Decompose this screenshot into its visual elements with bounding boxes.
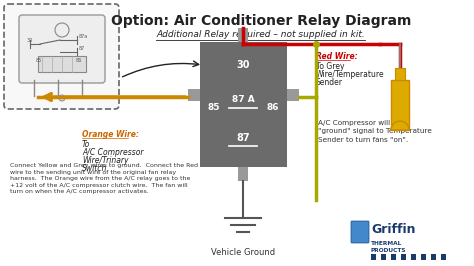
Text: 85: 85 [208,102,220,111]
Text: Griffin: Griffin [371,223,416,236]
Bar [436,254,441,260]
Text: 87: 87 [79,46,85,51]
Text: PRODUCTS: PRODUCTS [371,248,407,253]
Text: 87a: 87a [79,34,88,39]
Text: A/C Compressor: A/C Compressor [82,148,144,157]
Text: 30: 30 [27,38,33,43]
Bar [386,254,391,260]
Bar [416,254,421,260]
Text: Switch: Switch [82,164,108,173]
Bar [406,254,411,260]
Circle shape [55,23,69,37]
Bar [401,254,406,260]
Bar [200,42,287,167]
Text: Orange Wire:: Orange Wire: [82,130,139,139]
Text: Option: Air Conditioner Relay Diagram: Option: Air Conditioner Relay Diagram [110,14,411,28]
Wedge shape [391,121,409,130]
Bar [441,254,446,260]
Text: Additional Relay required – not supplied in kit.: Additional Relay required – not supplied… [156,30,365,39]
Text: A/C Compressor will send
"ground" signal to Temperature
Sender to turn fans "on": A/C Compressor will send "ground" signal… [318,120,432,143]
Text: Sender: Sender [316,78,343,87]
Text: 85: 85 [36,58,42,63]
Bar [391,80,409,130]
Bar [411,254,416,260]
Text: To Grey: To Grey [316,62,345,71]
Bar [391,254,396,260]
Bar [421,254,426,260]
Bar [371,254,376,260]
Bar [431,254,436,260]
Text: 86: 86 [76,58,82,63]
Bar [238,28,248,42]
Circle shape [59,95,65,101]
Bar [396,254,401,260]
Bar [287,89,299,101]
Text: To: To [82,140,90,149]
Bar [238,167,248,181]
Bar [446,254,451,260]
FancyBboxPatch shape [4,4,119,109]
Bar [38,56,86,72]
Text: 87: 87 [237,133,250,143]
Text: 86: 86 [267,102,279,111]
Text: 30: 30 [237,60,250,69]
Text: THERMAL: THERMAL [371,241,402,246]
Text: Vehicle Ground: Vehicle Ground [211,248,275,257]
FancyBboxPatch shape [351,221,369,243]
Text: Wire/Temperature: Wire/Temperature [316,70,384,79]
Bar [376,254,381,260]
Text: Wire/Trinary: Wire/Trinary [82,156,128,165]
Bar [395,68,405,80]
FancyBboxPatch shape [19,15,105,83]
Bar [381,254,386,260]
Text: Red Wire:: Red Wire: [316,52,357,61]
Text: Connect Yellow and Grey wires to ground.  Connect the Red
wire to the sending un: Connect Yellow and Grey wires to ground.… [10,163,198,194]
Bar [426,254,431,260]
Text: 87 A: 87 A [232,95,255,104]
Bar [188,89,200,101]
